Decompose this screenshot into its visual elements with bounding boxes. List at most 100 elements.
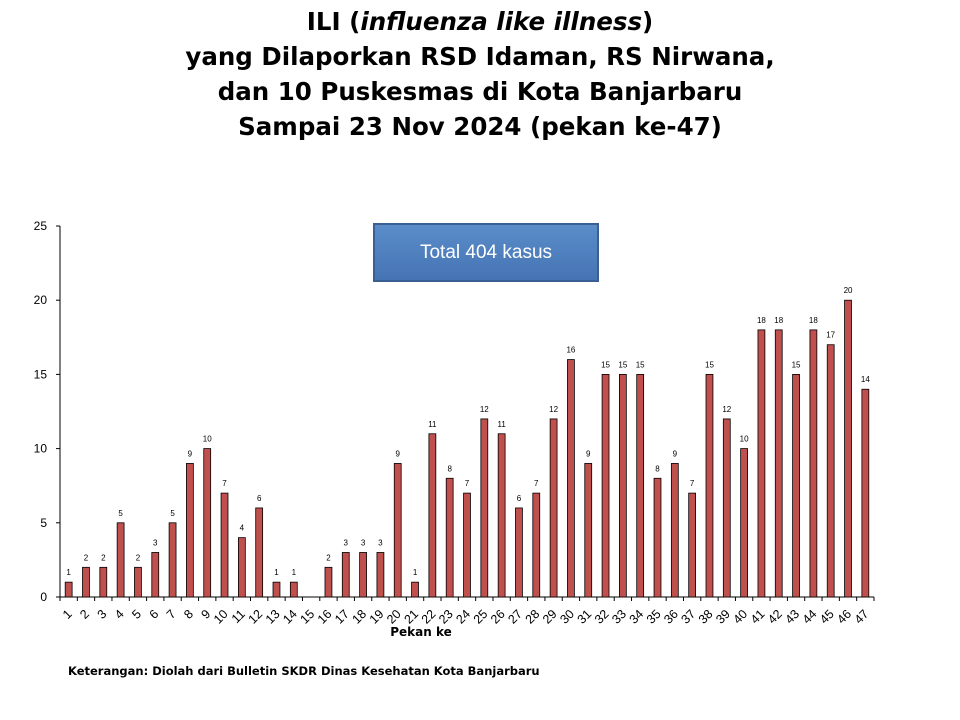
- bar: [203, 448, 212, 598]
- x-tick-label: 9: [199, 607, 214, 622]
- data-label: 2: [101, 553, 106, 562]
- data-label: 5: [170, 509, 175, 518]
- y-tick-label: 20: [34, 293, 48, 307]
- data-label: 14: [861, 375, 870, 384]
- bar: [567, 359, 575, 598]
- bar: [688, 492, 697, 598]
- bar: [792, 373, 800, 598]
- x-tick-label: 2: [77, 607, 92, 622]
- data-label: 16: [566, 346, 575, 355]
- title-line-3: dan 10 Puskesmas di Kota Banjarbaru: [217, 77, 743, 106]
- data-label: 11: [428, 420, 437, 429]
- bar: [722, 418, 731, 598]
- x-tick-label: 47: [852, 607, 872, 627]
- data-label: 5: [118, 509, 123, 518]
- data-label: 8: [447, 464, 452, 473]
- bar: [636, 373, 645, 598]
- x-tick-label: 3: [95, 607, 110, 622]
- bar: [289, 581, 298, 598]
- x-tick-labels: 1 2 3 4 5 6 7 8 91011121314151617181920212223242…: [60, 607, 872, 627]
- data-label: 15: [705, 360, 714, 369]
- x-tick-label: 6: [147, 607, 162, 622]
- title-line-1-c: ): [642, 7, 654, 36]
- y-tick-labels: 0 5 10 15 20 25: [34, 219, 48, 604]
- bar: [653, 477, 662, 598]
- bar: [705, 373, 714, 598]
- data-label: 12: [480, 405, 489, 414]
- bar: [757, 329, 766, 598]
- bar: [428, 433, 437, 598]
- data-label: 18: [757, 316, 766, 325]
- bar: [376, 552, 385, 598]
- bar: [844, 299, 852, 598]
- bar: [515, 507, 523, 598]
- data-label: 18: [774, 316, 783, 325]
- y-tick-label: 0: [40, 590, 47, 604]
- bar: [134, 566, 142, 598]
- data-label: 3: [378, 538, 383, 547]
- data-label: 18: [809, 316, 818, 325]
- bar: [186, 463, 194, 598]
- bar: [116, 522, 125, 598]
- bar: [826, 344, 835, 598]
- bar: [359, 552, 367, 598]
- data-label: 15: [618, 360, 627, 369]
- bar: [549, 418, 558, 598]
- data-label: 6: [517, 494, 522, 503]
- bar: [774, 329, 783, 598]
- y-tick-label: 25: [34, 219, 48, 233]
- title-line-1-a: ILI (: [306, 7, 361, 36]
- chart-title: ILI (influenza like illness) yang Dilapo…: [0, 4, 960, 144]
- x-axis-title: Pekan ke: [390, 625, 452, 639]
- y-tick-label: 15: [34, 367, 48, 381]
- bar: [445, 477, 454, 598]
- bar: [411, 581, 419, 598]
- bar: [740, 448, 748, 598]
- data-label: 7: [534, 479, 539, 488]
- data-label: 9: [395, 449, 400, 458]
- bar: [82, 566, 90, 598]
- data-label: 3: [344, 538, 349, 547]
- data-label: 3: [153, 538, 158, 547]
- bar: [393, 463, 402, 598]
- bar: [463, 492, 471, 598]
- bar: [480, 418, 489, 598]
- data-label: 2: [84, 553, 89, 562]
- data-label: 1: [292, 568, 297, 577]
- bar: [255, 507, 264, 598]
- bar: [497, 433, 506, 598]
- data-label: 9: [188, 449, 193, 458]
- x-tick-label: 4: [112, 607, 127, 622]
- total-cases-box: Total 404 kasus: [373, 223, 599, 282]
- data-label: 3: [361, 538, 366, 547]
- bar: [670, 463, 679, 598]
- data-label: 1: [413, 568, 418, 577]
- data-label: 10: [203, 435, 212, 444]
- title-line-1: ILI (influenza like illness): [0, 4, 960, 39]
- data-label: 4: [240, 524, 245, 533]
- bar: [99, 566, 108, 598]
- bar: [619, 373, 627, 598]
- title-line-4: Sampai 23 Nov 2024 (pekan ke-47): [238, 112, 722, 141]
- title-line-1-italic: influenza like illness: [360, 7, 643, 36]
- data-label: 15: [601, 360, 610, 369]
- bars: [64, 299, 870, 598]
- bar: [532, 492, 541, 598]
- bar: [861, 388, 870, 598]
- bar: [237, 537, 246, 598]
- y-tick-label: 10: [34, 442, 48, 456]
- data-label: 8: [655, 464, 660, 473]
- bar: [168, 522, 177, 598]
- data-label: 7: [690, 479, 695, 488]
- data-label: 20: [844, 286, 853, 295]
- data-label: 15: [636, 360, 645, 369]
- data-label: 15: [792, 360, 801, 369]
- data-label: 2: [326, 553, 331, 562]
- data-label: 1: [274, 568, 279, 577]
- data-label: 1: [66, 568, 71, 577]
- bar: [220, 492, 229, 598]
- bar: [584, 463, 593, 598]
- bar: [324, 566, 333, 598]
